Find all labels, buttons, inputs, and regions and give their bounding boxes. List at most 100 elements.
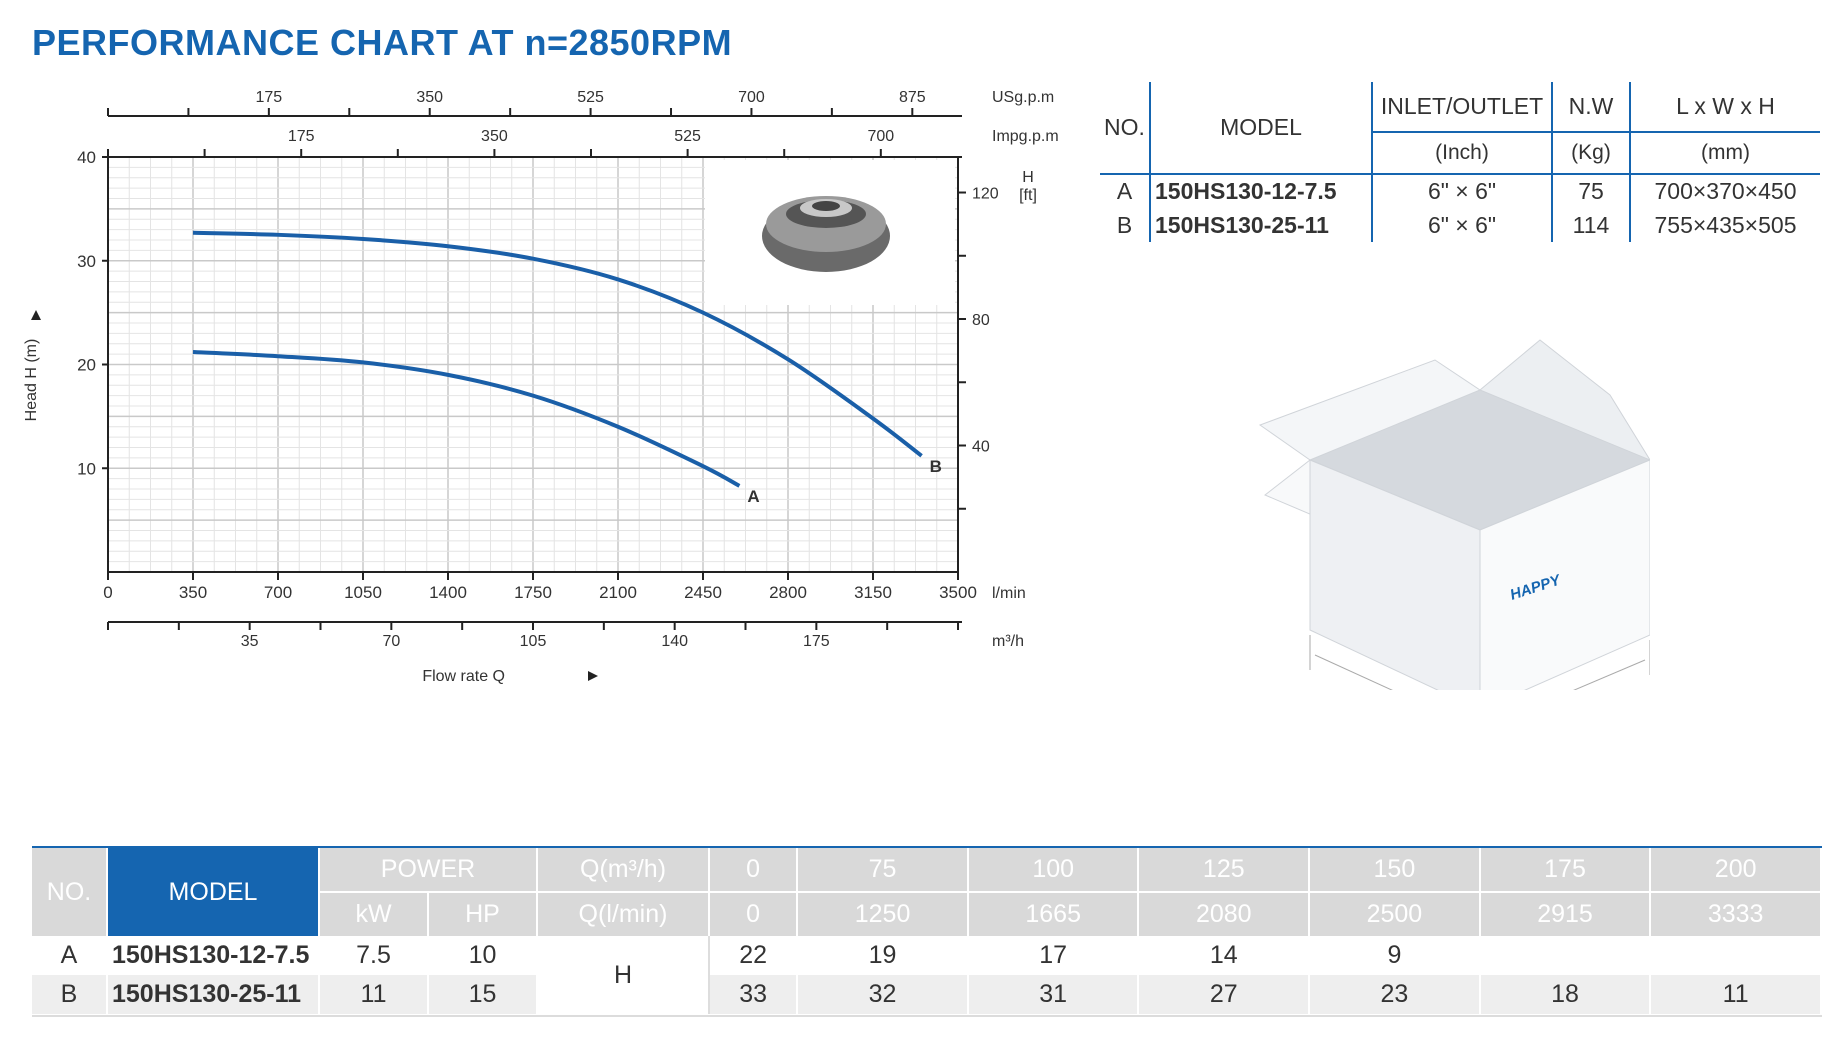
x-axis-arrow (588, 671, 598, 681)
spec-cell: B (1116, 211, 1133, 238)
ft-axis-label: H (1022, 169, 1034, 186)
ft-unit-label: [ft] (1019, 187, 1037, 204)
perf-header-q-lmin: Q(l/min) (537, 891, 710, 936)
y-axis-label: Head H (m) (23, 339, 40, 422)
perf-cell: 32 (797, 975, 969, 1014)
perf-cell: 11 (1650, 975, 1822, 1014)
perf-cell: 27 (1138, 975, 1311, 1014)
y-tick-label: 30 (77, 252, 96, 271)
perf-q-m3h: 125 (1138, 848, 1311, 892)
perf-cell: 11 (319, 975, 429, 1014)
m3h-tick-label: 175 (803, 633, 830, 650)
perf-cell: 22 (709, 936, 799, 975)
y-tick-label: 40 (77, 148, 96, 167)
usgpm-tick-label: 525 (577, 89, 604, 106)
perf-table-top-line (32, 846, 1822, 849)
perf-cell: A (32, 936, 108, 975)
perf-cell: 15 (428, 975, 538, 1014)
series-label-b: B (930, 457, 942, 476)
perf-q-m3h: 150 (1309, 848, 1481, 892)
perf-q-lmin: 0 (709, 891, 799, 936)
chart-axes: 0 350 700 1050 1400 1750 2100 2450 2800 3150 3500 l… (77, 89, 1059, 650)
chart-series: AB (192, 230, 942, 506)
usgpm-unit-label: USg.p.m (992, 89, 1054, 106)
perf-cell: 19 (797, 936, 969, 975)
perf-table-bottom-line (32, 1015, 1822, 1017)
x-axis-label: Flow rate Q (422, 668, 505, 685)
perf-q-lmin: 2500 (1309, 891, 1481, 936)
impgpm-tick-label: 525 (674, 128, 701, 145)
perf-q-m3h: 100 (967, 848, 1140, 892)
perf-header-power: POWER (319, 848, 538, 892)
m3h-tick-label: 35 (241, 633, 259, 650)
perf-q-lmin: 3333 (1650, 891, 1822, 936)
x-unit-label: l/min (992, 585, 1026, 602)
spec-cell: 700×370×450 (1629, 174, 1820, 208)
impgpm-tick-label: 350 (481, 128, 508, 145)
spec-cell: 75 (1551, 174, 1630, 208)
spec-header-inlet: INLET/OUTLET (1371, 82, 1552, 133)
perf-cell: B (32, 975, 108, 1014)
perf-cell: 7.5 (319, 936, 429, 975)
perf-q-lmin: 2915 (1479, 891, 1652, 936)
x-tick-label: 700 (264, 583, 292, 602)
m3h-tick-label: 140 (661, 633, 688, 650)
perf-q-m3h: 175 (1479, 848, 1652, 892)
usgpm-tick-label: 175 (256, 89, 283, 106)
spec-header-no: NO. (1100, 82, 1150, 175)
perf-q-lmin: 1250 (797, 891, 969, 936)
usgpm-tick-label: 350 (416, 89, 443, 106)
page-title: PERFORMANCE CHART AT n=2850RPM (32, 22, 733, 63)
perf-cell: 9 (1309, 936, 1481, 975)
ft-tick-label: 80 (972, 312, 990, 329)
x-tick-label: 3500 (939, 583, 977, 602)
impgpm-unit-label: Impg.p.m (992, 128, 1059, 145)
packaging-box-illustration: HAPPY H L W (1258, 339, 1650, 690)
perf-cell: 150HS130-25-11 (107, 975, 320, 1014)
spec-row: B 150HS130-25-11 6" × 6" 114 755×435×505 (1100, 208, 1820, 242)
perf-cell (1479, 936, 1652, 975)
spec-header-model: MODEL (1149, 82, 1372, 175)
perf-row: B 150HS130-25-11 11 15 33 32 31 27 23 18… (32, 975, 1822, 1014)
x-tick-label: 2450 (684, 583, 722, 602)
perf-cell: 10 (428, 936, 538, 975)
ft-tick-label: 120 (972, 186, 999, 203)
x-tick-label: 3150 (854, 583, 892, 602)
perf-cell: 14 (1138, 936, 1311, 975)
spec-row: A 150HS130-12-7.5 6" × 6" 75 700×370×450 (1100, 174, 1820, 208)
perf-cell: 23 (1309, 975, 1481, 1014)
perf-q-lmin: 2080 (1138, 891, 1311, 936)
usgpm-tick-label: 700 (738, 89, 765, 106)
series-line-b (192, 230, 923, 458)
x-tick-label: 2100 (599, 583, 637, 602)
perf-cell: 18 (1479, 975, 1652, 1014)
perf-cell (1650, 936, 1822, 975)
ft-tick-label: 40 (972, 439, 990, 456)
x-tick-label: 1750 (514, 583, 552, 602)
series-line-a (192, 350, 741, 488)
perf-cell: 17 (967, 936, 1140, 975)
spec-cell: 114 (1551, 208, 1630, 242)
y-axis-arrow (31, 310, 41, 320)
y-tick-label: 10 (77, 459, 96, 478)
perf-q-m3h: 200 (1650, 848, 1822, 892)
usgpm-tick-label: 875 (899, 89, 926, 106)
impeller-image (705, 160, 955, 305)
perf-q-m3h: 75 (797, 848, 969, 892)
perf-cell: 150HS130-12-7.5 (107, 936, 320, 975)
impgpm-tick-label: 175 (288, 128, 315, 145)
spec-cell: 755×435×505 (1629, 208, 1820, 242)
spec-header-dims-unit: (mm) (1629, 132, 1820, 175)
spec-cell: 150HS130-25-11 (1149, 208, 1372, 242)
perf-header-hp: HP (428, 891, 538, 936)
spec-cell: 150HS130-12-7.5 (1149, 174, 1372, 208)
spec-cell: 6" × 6" (1371, 174, 1552, 208)
impgpm-tick-label: 700 (867, 128, 894, 145)
y-tick-label: 20 (77, 356, 96, 375)
perf-cell: 33 (709, 975, 799, 1014)
x-tick-label: 0 (103, 583, 112, 602)
x-tick-label: 1400 (429, 583, 467, 602)
perf-header-no: NO. (32, 848, 108, 936)
performance-table: NO. MODEL POWER Q(m³/h) 0 75 100 125 150… (32, 848, 1822, 1014)
